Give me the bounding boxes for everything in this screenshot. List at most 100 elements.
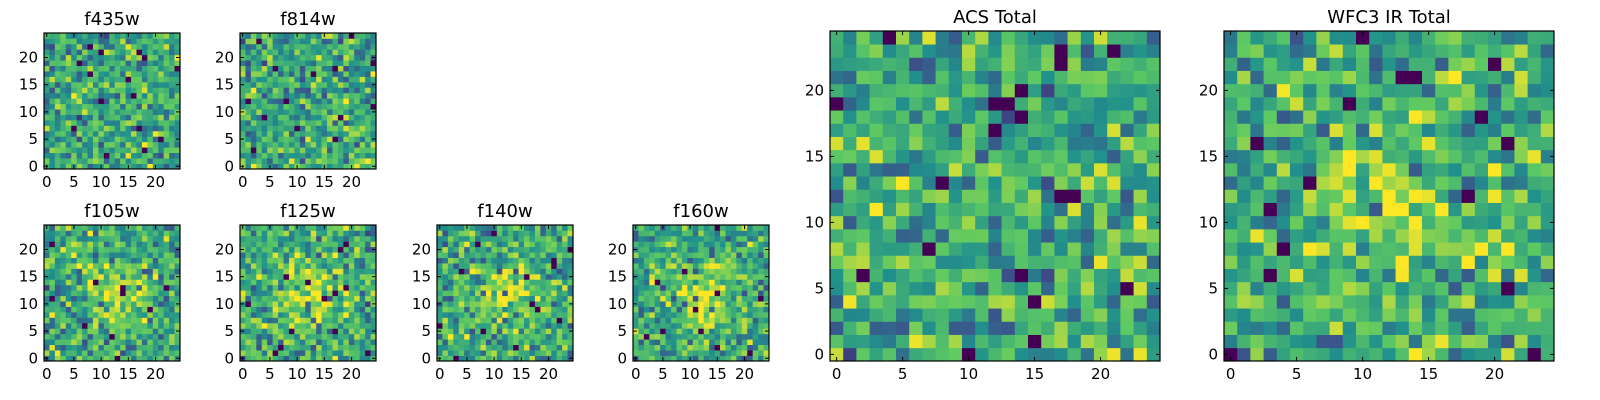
heatmap-cell	[147, 246, 154, 253]
heatmap-cell	[316, 344, 322, 351]
heatmap-cell	[370, 65, 377, 72]
heatmap-cell	[1237, 163, 1251, 177]
heatmap-cell	[534, 339, 541, 346]
heatmap-cell	[245, 33, 252, 39]
heatmap-cell	[343, 141, 350, 148]
heatmap-cell	[163, 301, 170, 307]
heatmap-cell	[136, 322, 143, 329]
heatmap-cell	[752, 295, 759, 302]
heatmap-cell	[922, 83, 936, 98]
heatmap-cell	[316, 76, 322, 83]
heatmap-cell	[354, 235, 361, 242]
heatmap-cell	[747, 225, 754, 231]
heatmap-cell	[65, 103, 72, 110]
heatmap-cell	[922, 321, 936, 335]
heatmap-cell	[348, 54, 355, 61]
heatmap-cell	[365, 109, 371, 115]
heatmap-cell	[1461, 202, 1476, 217]
heatmap-cell	[909, 83, 923, 98]
heatmap-cell	[556, 284, 563, 291]
heatmap-cell	[437, 241, 443, 248]
heatmap-cell	[513, 279, 519, 286]
heatmap-cell	[169, 312, 175, 318]
heatmap-cell	[365, 33, 371, 39]
heatmap-cell	[136, 246, 143, 253]
heatmap-cell	[158, 263, 165, 269]
heatmap-cell	[136, 33, 143, 39]
heatmap-cell	[1461, 295, 1476, 309]
heatmap-cell	[337, 130, 344, 137]
heatmap-cell	[856, 295, 870, 309]
heatmap-cell	[1263, 242, 1278, 256]
heatmap-cell	[962, 31, 976, 45]
heatmap-cell	[87, 235, 94, 242]
heatmap-cell	[975, 281, 989, 296]
heatmap-cell	[158, 350, 165, 356]
heatmap-cell	[44, 339, 50, 346]
heatmap-cell	[120, 263, 126, 269]
heatmap-cell	[671, 230, 677, 237]
heatmap-cell	[518, 339, 525, 346]
heatmap-cell	[962, 281, 976, 296]
heatmap-cell	[267, 328, 273, 335]
heatmap-cell	[103, 136, 110, 143]
heatmap-cell	[643, 328, 650, 335]
heatmap-cell	[92, 225, 99, 231]
heatmap-cell	[365, 87, 371, 94]
heatmap-cell	[54, 230, 61, 237]
heatmap-cell	[882, 334, 897, 349]
heatmap-cell	[337, 306, 344, 313]
heatmap-cell	[272, 273, 279, 280]
x-tick-label: 10	[288, 365, 307, 383]
heatmap-cell	[332, 241, 339, 248]
heatmap-cell	[1014, 70, 1029, 85]
heatmap-cell	[469, 273, 476, 280]
heatmap-cell	[125, 230, 132, 237]
heatmap-cell	[152, 252, 159, 258]
heatmap-cell	[348, 284, 355, 291]
heatmap-cell	[1316, 163, 1330, 177]
heatmap-cell	[1422, 308, 1436, 322]
heatmap-cell	[278, 92, 284, 99]
heatmap-cell	[741, 317, 748, 324]
heatmap-cell	[1382, 255, 1396, 269]
heatmap-cell	[359, 306, 366, 313]
heatmap-cell	[562, 317, 568, 324]
heatmap-cell	[365, 355, 371, 362]
heatmap-cell	[654, 306, 661, 313]
heatmap-cell	[82, 279, 88, 286]
heatmap-cell	[256, 103, 263, 110]
heatmap-cell	[337, 355, 344, 362]
heatmap-cell	[1133, 44, 1148, 58]
heatmap-cell	[82, 246, 88, 253]
heatmap-cell	[120, 290, 126, 297]
heatmap-cell	[261, 339, 268, 346]
heatmap-cell	[660, 317, 666, 324]
heatmap-cell	[741, 268, 748, 275]
heatmap-cell	[82, 333, 88, 340]
heatmap-cell	[698, 230, 705, 237]
heatmap-cell	[337, 268, 344, 275]
heatmap-cell	[267, 114, 273, 121]
heatmap-cell	[152, 38, 159, 45]
heatmap-cell	[1001, 163, 1016, 177]
heatmap-cell	[370, 263, 377, 269]
heatmap-cell	[98, 317, 105, 324]
heatmap-cell	[44, 350, 50, 356]
x-tick-label: 15	[1025, 365, 1044, 383]
heatmap-cell	[76, 114, 83, 121]
heatmap-cell	[1263, 202, 1278, 217]
heatmap-cell	[250, 65, 257, 72]
heatmap-cell	[365, 306, 371, 313]
heatmap-cell	[288, 54, 295, 61]
heatmap-cell	[475, 317, 481, 324]
heatmap-cell	[87, 328, 94, 335]
heatmap-cell	[169, 49, 175, 56]
heatmap-cell	[725, 246, 732, 253]
heatmap-cell	[327, 290, 333, 297]
heatmap-cell	[109, 98, 116, 105]
heatmap-cell	[453, 322, 460, 329]
heatmap-cell	[120, 295, 126, 302]
heatmap-cell	[147, 268, 154, 275]
heatmap-cell	[174, 339, 181, 346]
